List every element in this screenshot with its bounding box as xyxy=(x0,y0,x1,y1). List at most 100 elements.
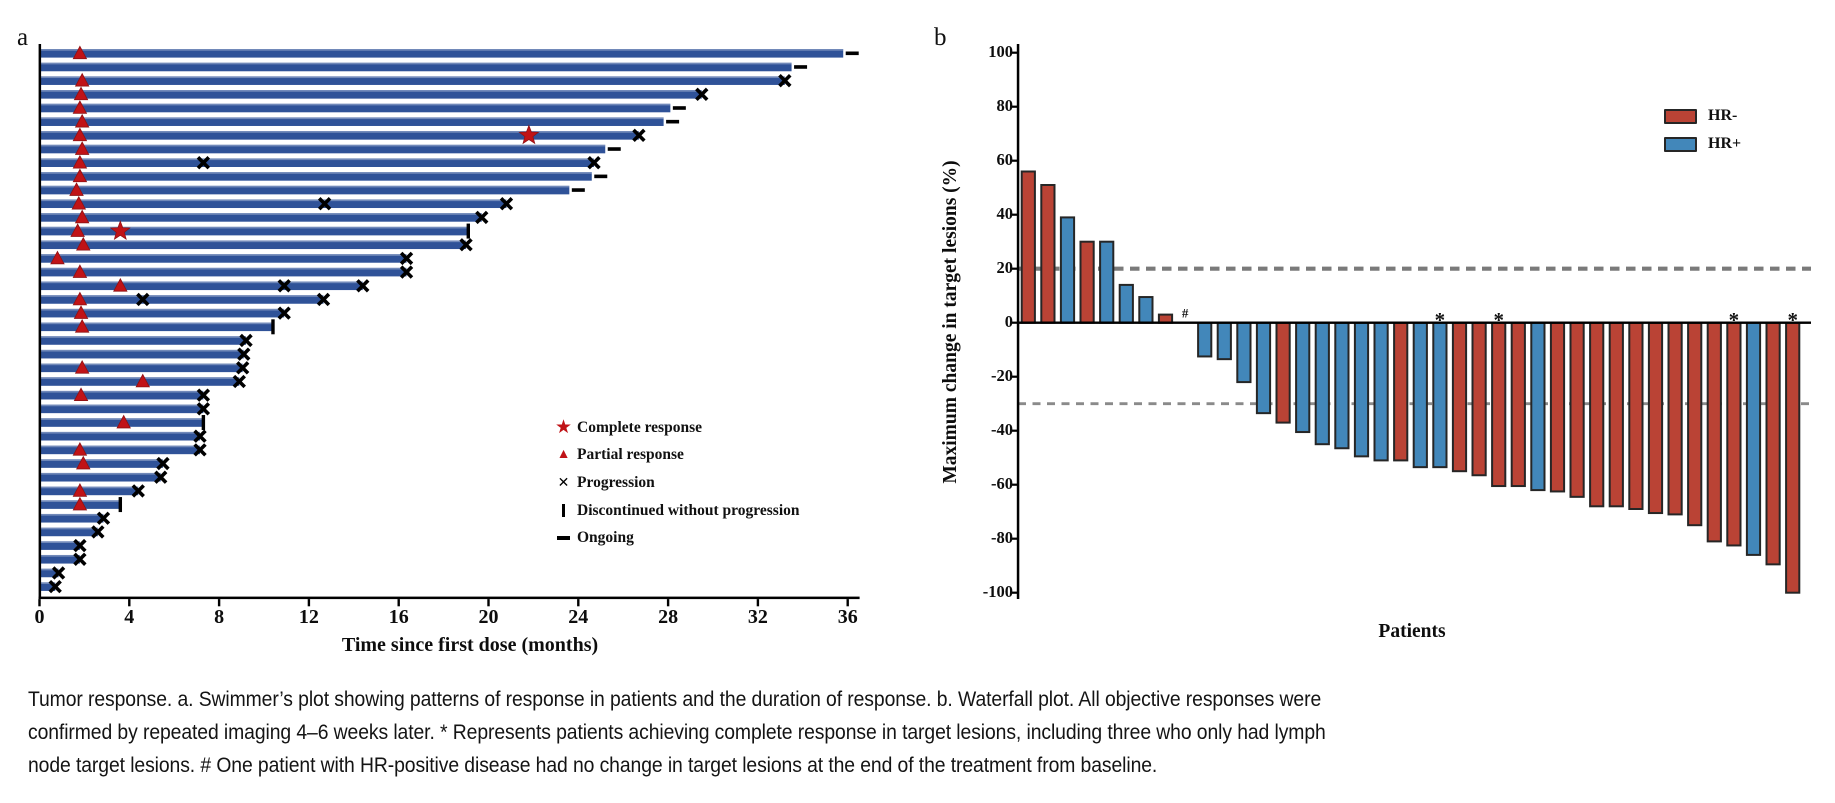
progression-x-marker xyxy=(277,279,291,293)
legend-label: Complete response xyxy=(577,418,702,436)
y-axis-tick xyxy=(1010,591,1017,594)
swimmer-bar xyxy=(40,226,469,236)
swimmer-bar-highlight xyxy=(40,445,201,448)
discontinued-marker xyxy=(118,497,123,513)
zero-baseline xyxy=(1017,321,1811,324)
progression-x-marker xyxy=(73,552,87,566)
y-tick-label: 20 xyxy=(996,257,1014,277)
progression-x-marker xyxy=(48,579,62,594)
y-tick-label: -80 xyxy=(991,527,1013,547)
x-axis-tick xyxy=(397,599,400,607)
waterfall-bar xyxy=(1471,321,1487,477)
swimmer-bar xyxy=(40,144,606,154)
y-axis-line xyxy=(1016,44,1020,599)
legend-label: Ongoing xyxy=(577,529,634,547)
swimmer-bar xyxy=(40,554,80,564)
swimmer-bar-highlight xyxy=(40,185,570,188)
x-tick-label: 24 xyxy=(568,606,589,628)
x-axis-tick xyxy=(487,599,490,607)
caption-line-1: Tumor response. a. Swimmer’s plot showin… xyxy=(28,687,1322,711)
y-tick-label: 80 xyxy=(996,95,1014,115)
partial-response-triangle xyxy=(74,359,90,374)
progression-x-marker xyxy=(587,156,601,170)
partial-response-triangle xyxy=(70,223,85,237)
progression-x-marker xyxy=(131,484,145,498)
progression-x-marker xyxy=(136,292,150,307)
waterfall-x-axis-title: Patients xyxy=(1378,621,1446,642)
partial-response-triangle xyxy=(72,168,88,183)
partial-response-triangle xyxy=(73,387,89,401)
waterfall-bar xyxy=(1314,321,1330,446)
swimmer-bar xyxy=(40,131,639,140)
partial-response-triangle xyxy=(72,442,88,456)
waterfall-bar xyxy=(1275,321,1291,424)
swimmer-bar-highlight xyxy=(40,349,244,352)
waterfall-bar xyxy=(1549,321,1566,493)
progression-x-marker xyxy=(73,538,87,553)
vertical-bar-icon xyxy=(550,504,577,518)
progression-x-marker xyxy=(154,470,168,484)
legend-item-ongoing: Ongoing xyxy=(550,524,800,552)
progression-x-marker xyxy=(51,566,66,580)
waterfall-bar xyxy=(1236,321,1252,384)
y-tick-label: 40 xyxy=(996,203,1014,223)
swimmer-bar xyxy=(40,158,595,167)
swimmer-bar-highlight xyxy=(40,459,163,461)
partial-response-triangle xyxy=(113,277,128,292)
x-tick-label: 16 xyxy=(388,606,409,628)
y-tick-label: 60 xyxy=(996,149,1014,169)
legend-item-complete-response: ★ Complete response xyxy=(550,414,800,442)
waterfall-bar xyxy=(1687,321,1703,527)
ongoing-dash-marker xyxy=(845,51,859,56)
swimmer-bar xyxy=(40,49,844,58)
progression-x-marker xyxy=(317,197,332,211)
progression-x-marker xyxy=(695,87,709,101)
triangle-icon: ▲ xyxy=(556,447,571,463)
progression-x-marker xyxy=(237,347,251,361)
y-tick-label: -60 xyxy=(991,473,1013,493)
waterfall-bar xyxy=(1059,216,1076,324)
legend-item-partial-response: ▲ Partial response xyxy=(550,442,800,470)
swimmer-bar xyxy=(40,240,467,250)
swimmer-bar-highlight xyxy=(40,431,201,434)
swimmer-bar xyxy=(40,336,247,345)
swimmer-bar xyxy=(40,76,785,85)
swimmer-bar xyxy=(40,486,139,496)
swimmer-bar xyxy=(40,527,98,537)
swimmer-plot-canvas xyxy=(38,44,860,607)
swimmer-bar-highlight xyxy=(40,131,639,133)
waterfall-bar xyxy=(1373,321,1389,462)
partial-response-triangle xyxy=(69,182,84,196)
y-axis-tick xyxy=(1010,267,1017,270)
progression-x-marker xyxy=(156,456,170,471)
swimmer-bar-highlight xyxy=(40,527,98,530)
swimmer-bar xyxy=(40,513,104,523)
swimmer-bar xyxy=(40,62,792,72)
star-annotation: * xyxy=(1729,308,1740,332)
partial-response-triangle xyxy=(71,195,87,210)
waterfall-bar xyxy=(1530,321,1546,492)
legend-label: HR+ xyxy=(1708,135,1742,152)
hash-annotation: # xyxy=(1182,306,1189,321)
x-mark-icon: ✕ xyxy=(557,474,570,491)
partial-response-triangle xyxy=(73,86,89,101)
swimmer-bar xyxy=(40,90,702,99)
waterfall-bar xyxy=(1157,313,1174,324)
partial-response-triangle xyxy=(74,209,90,224)
swimmer-bar xyxy=(40,281,363,291)
swimmer-bar xyxy=(40,431,201,441)
complete-response-star xyxy=(109,220,131,241)
progression-x-marker xyxy=(632,128,646,143)
y-axis-tick xyxy=(1010,321,1017,324)
x-tick-label: 28 xyxy=(658,606,679,628)
swimmer-bar xyxy=(40,308,285,318)
star-annotation: * xyxy=(1787,308,1798,332)
x-axis-tick xyxy=(128,599,131,607)
figure-caption: Tumor response. a. Swimmer’s plot showin… xyxy=(28,683,1470,782)
swimmer-bar-highlight xyxy=(40,582,56,585)
swimmer-legend: ★ Complete response ▲ Partial response ✕… xyxy=(550,414,800,552)
waterfall-bar xyxy=(1589,321,1605,508)
legend-item-hr-negative: HR- xyxy=(1664,102,1741,130)
swimmer-bar xyxy=(40,445,201,455)
ongoing-dash-marker xyxy=(571,188,585,192)
